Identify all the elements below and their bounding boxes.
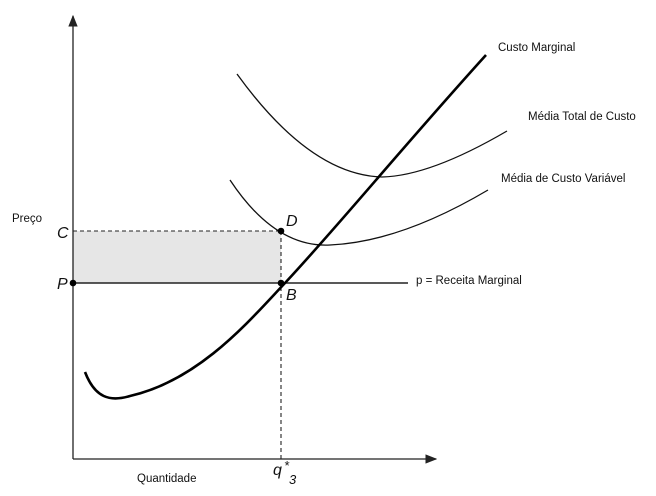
average-total-cost-curve xyxy=(236,73,508,178)
label-d: D xyxy=(286,213,298,230)
price-line-label: p = Receita Marginal xyxy=(416,275,522,287)
average-variable-cost-curve xyxy=(229,179,489,246)
shaded-area xyxy=(73,231,281,283)
q3-label: q xyxy=(273,462,282,479)
marginal-cost-curve xyxy=(83,54,487,400)
point-b xyxy=(277,279,285,287)
label-p: P xyxy=(57,276,68,293)
q3-superscript: * xyxy=(284,458,290,473)
point-d xyxy=(277,227,285,235)
average-total-cost-label: Média Total de Custo xyxy=(528,111,636,123)
y-axis-label: Preço xyxy=(12,213,42,225)
label-c: C xyxy=(57,225,69,242)
q3-subscript: 3 xyxy=(289,472,297,487)
point-p xyxy=(69,279,77,287)
x-axis-label: Quantidade xyxy=(137,473,196,485)
average-variable-cost-label: Média de Custo Variável xyxy=(501,173,625,185)
label-b: B xyxy=(286,287,297,304)
marginal-cost-label: Custo Marginal xyxy=(498,42,575,54)
